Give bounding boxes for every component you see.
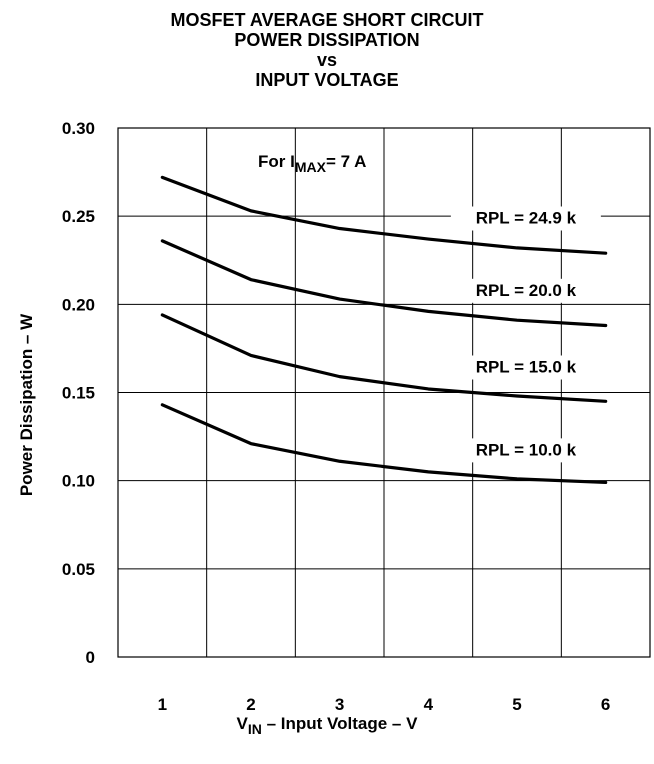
x-axis-label-rest: – Input Voltage – V	[261, 714, 418, 733]
title-line-2: POWER DISSIPATION	[234, 30, 420, 50]
series-label: RPL = 10.0 k	[476, 440, 577, 459]
y-axis-label: Power Dissipation – W	[17, 313, 36, 497]
annotation-subscript: MAX	[294, 159, 326, 175]
y-tick-label: 0	[86, 648, 95, 667]
y-tick-label: 0.15	[62, 384, 95, 403]
annotation-prefix: For I	[258, 152, 295, 171]
series-label-backgrounds	[450, 206, 601, 463]
series-label: RPL = 15.0 k	[476, 358, 577, 377]
x-axis-label-main: V	[236, 714, 248, 733]
y-tick-label: 0.20	[62, 295, 95, 314]
data-series	[160, 175, 608, 485]
title-line-1: MOSFET AVERAGE SHORT CIRCUIT	[170, 10, 484, 30]
x-tick-label: 2	[246, 695, 255, 714]
y-tick-label: 0.05	[62, 560, 95, 579]
y-tick-labels: 0 0.05 0.10 0.15 0.20 0.25 0.30	[62, 119, 95, 667]
y-tick-label: 0.30	[62, 119, 95, 138]
x-tick-labels: 1 2 3 4 5 6	[158, 695, 611, 714]
annotation-suffix: = 7 A	[325, 152, 367, 171]
title-line-4: INPUT VOLTAGE	[255, 70, 399, 90]
series-label-bg	[450, 438, 601, 463]
y-tick-label: 0.10	[62, 472, 95, 491]
series-label-bg	[450, 206, 601, 231]
series-line-4	[160, 403, 608, 485]
series-line-3	[160, 313, 608, 403]
title-line-3: vs	[316, 50, 338, 70]
x-tick-label: 3	[335, 695, 344, 714]
plot-frame	[117, 127, 651, 658]
plot-border	[117, 127, 651, 658]
series-label: RPL = 20.0 k	[476, 281, 577, 300]
x-tick-label: 6	[601, 695, 610, 714]
x-axis-label: VIN – Input Voltage – V	[0, 714, 654, 737]
series-line-1	[160, 175, 608, 255]
y-tick-label: 0.25	[62, 207, 95, 226]
x-tick-label: 4	[424, 695, 434, 714]
chart-title: MOSFET AVERAGE SHORT CIRCUIT POWER DISSI…	[0, 10, 654, 90]
series-label: RPL = 24.9 k	[476, 208, 577, 227]
x-tick-label: 1	[158, 695, 167, 714]
series-label-bg	[450, 278, 601, 303]
x-tick-label: 5	[512, 695, 521, 714]
series-label-bg	[450, 355, 601, 380]
series-labels: RPL = 24.9 k RPL = 20.0 k RPL = 15.0 k RPL …	[476, 208, 577, 459]
imax-annotation: For IMAX= 7 A	[258, 152, 367, 175]
series-line-2	[160, 239, 608, 328]
x-axis-label-subscript: IN	[247, 721, 262, 737]
